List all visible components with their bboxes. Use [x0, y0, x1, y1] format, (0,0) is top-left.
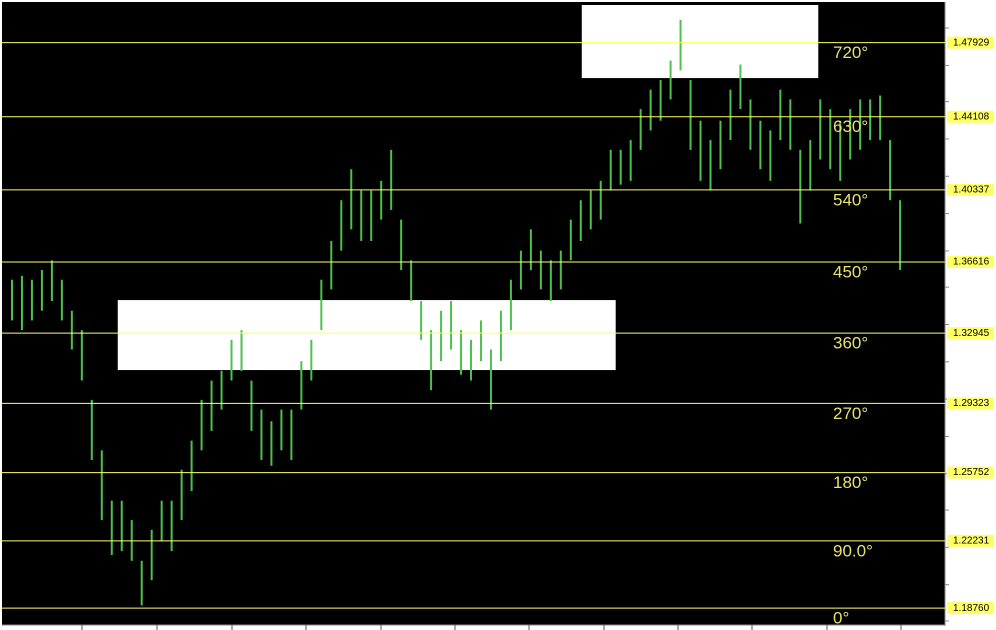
level-angle: 90.0°	[833, 541, 873, 560]
y-tick-label: 1.27615	[953, 431, 990, 442]
level-label: 1.47929	[953, 37, 990, 48]
level-label: 1.40337	[953, 184, 990, 195]
level-label: 1.36616	[953, 257, 990, 268]
level-angle: 270°	[833, 404, 868, 423]
y-tick-label: 1.23820	[953, 505, 990, 516]
y-tick-label: 1.33390	[953, 319, 990, 330]
y-tick-label: 1.39110	[953, 208, 989, 219]
level-angle: 360°	[833, 334, 868, 353]
level-label-bg	[947, 36, 994, 49]
level-label-bg	[947, 255, 994, 268]
time-ticks	[81, 625, 902, 630]
level-label-bg	[947, 327, 994, 340]
level-label: 1.29323	[953, 398, 990, 409]
level-label-bg	[947, 466, 994, 479]
level-label: 1.44108	[953, 111, 990, 122]
level-label: 1.32945	[953, 328, 990, 339]
y-tick-label: 1.37185	[953, 246, 990, 257]
y-tick-label: 1.42960	[953, 134, 990, 145]
y-tick-label: 1.44885	[953, 96, 990, 107]
level-label: 1.22231	[953, 535, 990, 546]
level-label-bg	[947, 183, 994, 196]
y-tick-label: 1.41035	[953, 171, 990, 182]
level-label: 1.25752	[953, 467, 990, 478]
level-label-bg	[947, 397, 994, 410]
y-tick-label: 1.18100	[953, 616, 990, 627]
level-label-bg	[947, 110, 994, 123]
level-label: 1.18760	[953, 603, 990, 614]
y-tick-label: 1.46755	[953, 60, 990, 71]
y-tick-label: 1.21895	[953, 542, 990, 553]
level-angle: 720°	[833, 43, 868, 62]
y-tick-label: 1.35315	[953, 282, 990, 293]
level-angle: 180°	[833, 473, 868, 492]
level-label-bg	[947, 602, 994, 615]
level-angle: 450°	[833, 262, 868, 281]
rectangle-object	[117, 300, 616, 371]
rectangle-object	[581, 5, 819, 79]
level-angle: 630°	[833, 117, 868, 136]
level-label-bg	[947, 534, 994, 547]
y-tick-label: 1.19970	[953, 579, 990, 590]
level-angle: 540°	[833, 190, 868, 209]
y-tick-label: 1.48680	[953, 23, 990, 34]
y-tick-label: 1.31465	[953, 356, 990, 367]
level-angle: 0°	[833, 609, 849, 628]
